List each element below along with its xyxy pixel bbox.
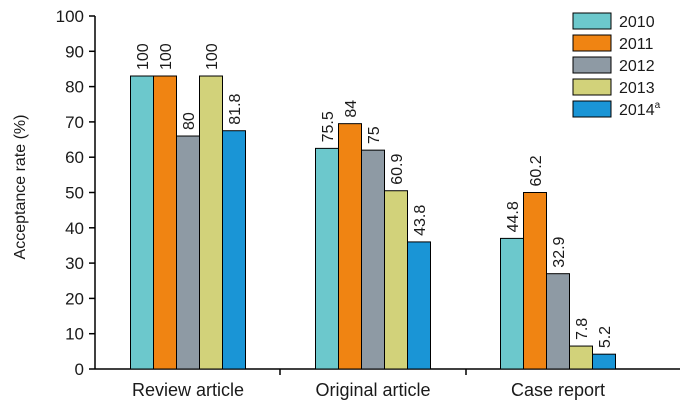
y-tick-label: 70 — [65, 113, 84, 132]
y-tick-label: 30 — [65, 254, 84, 273]
y-tick-label: 80 — [65, 78, 84, 97]
bar — [199, 75, 223, 370]
x-category-label: Case report — [511, 380, 605, 400]
legend-label: 2010 — [619, 14, 655, 31]
bar-value-label: 81.8 — [227, 93, 244, 124]
bar-value-label: 75.5 — [320, 111, 337, 142]
bar — [592, 353, 616, 370]
x-axis: Review article Original article Case repor… — [95, 368, 680, 400]
legend-swatch — [572, 34, 612, 52]
bar — [546, 273, 570, 370]
bar — [153, 75, 177, 370]
legend-swatch — [572, 12, 612, 30]
y-tick-label: 40 — [65, 219, 84, 238]
bar — [130, 75, 154, 370]
legend: 2010 2011 2012 2013 2014a — [572, 12, 661, 119]
bar — [315, 147, 339, 370]
bar-value-label: 84 — [343, 100, 360, 118]
bar — [338, 123, 362, 370]
bar — [222, 130, 246, 370]
bar-value-label: 100 — [204, 43, 221, 70]
legend-label: 2014a — [619, 100, 661, 119]
y-tick-label: 60 — [65, 148, 84, 167]
legend-swatch — [572, 78, 612, 96]
bar-value-label: 60.9 — [389, 153, 406, 184]
y-axis: 0 10 20 30 40 50 60 70 80 90 100 — [56, 7, 96, 379]
bar — [407, 241, 431, 370]
bar-value-label: 44.8 — [505, 201, 522, 232]
y-tick-label: 0 — [75, 360, 84, 379]
y-tick-label: 20 — [65, 289, 84, 308]
x-category-label: Original article — [315, 380, 430, 400]
bar — [176, 135, 200, 370]
bar-value-label: 60.2 — [528, 155, 545, 186]
y-tick-label: 10 — [65, 325, 84, 344]
bar-value-label: 100 — [135, 43, 152, 70]
bar-value-label: 7.8 — [574, 318, 591, 340]
bar-value-label: 5.2 — [597, 326, 614, 348]
bar-value-label: 43.8 — [412, 205, 429, 236]
legend-label: 2011 — [619, 36, 654, 53]
legend-label: 2012 — [619, 58, 655, 75]
y-tick-label: 50 — [65, 184, 84, 203]
bars: 100 100 80 100 81.8 75.5 84 75 60.9 43.8 44.8 60.2 3… — [130, 43, 616, 370]
bar-value-label: 75 — [366, 126, 383, 144]
legend-label: 2013 — [619, 80, 655, 97]
x-category-label: Review article — [132, 380, 244, 400]
legend-swatch — [572, 100, 612, 118]
bar — [569, 345, 593, 370]
bar-value-label: 100 — [158, 43, 175, 70]
y-tick-label: 90 — [65, 42, 84, 61]
bar-value-label: 80 — [181, 112, 198, 130]
y-axis-title: Acceptance rate (%) — [12, 115, 29, 260]
bar — [384, 190, 408, 370]
legend-superscript: a — [655, 100, 661, 111]
bar — [500, 237, 524, 370]
bar — [523, 192, 547, 370]
bar-value-label: 32.9 — [551, 236, 568, 267]
y-tick-label: 100 — [56, 7, 84, 26]
bar — [361, 149, 385, 370]
legend-swatch — [572, 56, 612, 74]
